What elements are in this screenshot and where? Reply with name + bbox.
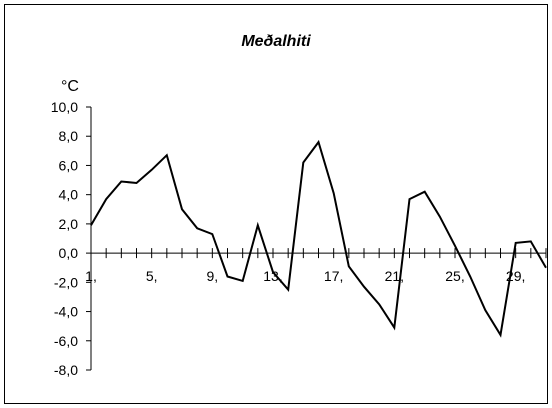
series-line bbox=[90, 139, 547, 338]
y-axis-label: °C bbox=[61, 78, 79, 95]
y-tick-label: -4,0 bbox=[54, 304, 78, 320]
chart-title: Meðalhiti bbox=[241, 33, 311, 50]
x-tick-label: 17, bbox=[324, 268, 343, 284]
y-tick-label: 10,0 bbox=[51, 99, 78, 115]
y-tick-label: 4,0 bbox=[59, 187, 79, 203]
y-tick-label: 0,0 bbox=[59, 245, 79, 261]
chart-frame bbox=[4, 4, 548, 404]
x-tick-label: 25, bbox=[445, 268, 464, 284]
x-tick-label: 1, bbox=[85, 268, 97, 284]
y-tick-label: -2,0 bbox=[54, 274, 78, 290]
y-tick-label: -6,0 bbox=[54, 333, 78, 349]
y-tick-label: 8,0 bbox=[59, 128, 79, 144]
x-tick-label: 5, bbox=[146, 268, 158, 284]
y-tick-label: 6,0 bbox=[59, 157, 79, 173]
x-tick-label: 13, bbox=[263, 268, 282, 284]
x-tick-label: 9, bbox=[206, 268, 218, 284]
y-tick-label: 2,0 bbox=[59, 216, 79, 232]
y-tick-label: -8,0 bbox=[54, 362, 78, 378]
